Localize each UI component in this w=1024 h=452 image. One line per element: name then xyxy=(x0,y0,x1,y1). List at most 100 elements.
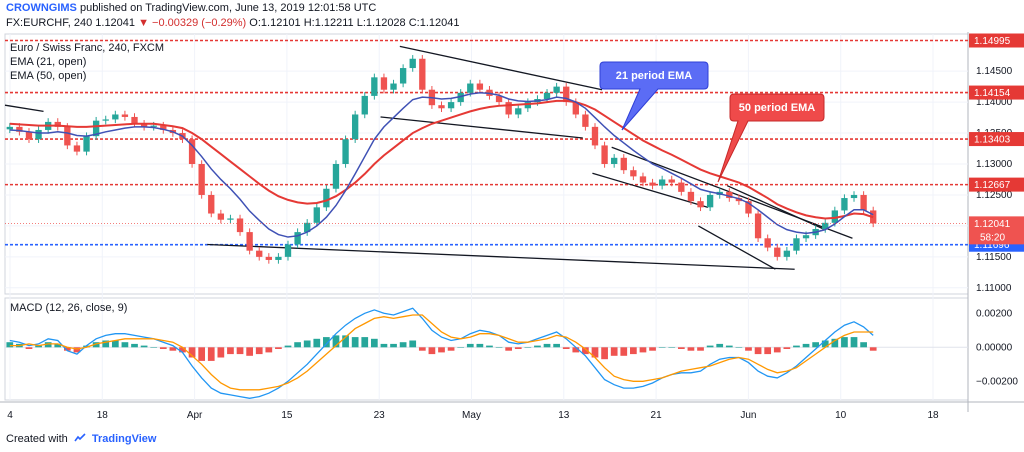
macd-histogram-bar xyxy=(150,347,158,348)
candle-body xyxy=(591,126,599,146)
candle-body xyxy=(611,157,618,164)
macd-histogram-bar xyxy=(73,347,81,353)
candle-body xyxy=(802,235,810,239)
candle-body xyxy=(774,247,781,257)
macd-histogram-bar xyxy=(831,338,839,348)
candle-body xyxy=(351,114,359,140)
candle-body xyxy=(342,139,349,164)
time-tick-label: Apr xyxy=(187,410,203,421)
level-price-label: 1.13403 xyxy=(974,135,1011,146)
candle-body xyxy=(121,114,129,117)
macd-histogram-bar xyxy=(35,345,42,348)
macd-histogram-bar xyxy=(572,347,580,353)
ema50-line xyxy=(9,99,874,220)
candle-body xyxy=(630,170,637,177)
tradingview-logo-icon xyxy=(74,433,86,442)
macd-histogram-bar xyxy=(620,347,628,356)
tradingview-brand[interactable]: TradingView xyxy=(91,433,157,445)
time-tick-label: 4 xyxy=(7,410,13,421)
trendline xyxy=(207,243,795,270)
macd-legend: MACD (12, 26, close, 9) xyxy=(10,302,128,314)
candle-body xyxy=(332,164,340,189)
price-change: ▼ −0.00329 (−0.29%) xyxy=(138,17,247,29)
macd-histogram-bar xyxy=(639,347,647,353)
candle-body xyxy=(553,86,560,93)
candle-body xyxy=(447,102,455,109)
macd-histogram-bar xyxy=(553,343,560,348)
macd-histogram-bar xyxy=(25,347,33,349)
symbol-legend: Euro / Swiss Franc, 240, FXCM xyxy=(10,42,165,54)
macd-histogram-bar xyxy=(418,347,426,351)
candle-body xyxy=(371,77,378,96)
candle-body xyxy=(198,164,205,195)
candle-body xyxy=(140,123,148,127)
last-price: 1.12041 xyxy=(95,17,136,29)
candle-body xyxy=(639,176,647,183)
macd-histogram-bar xyxy=(850,337,858,348)
level-price-badge xyxy=(969,33,1024,48)
macd-histogram-bar xyxy=(687,347,695,351)
macd-histogram-bar xyxy=(275,347,282,349)
macd-histogram-bar xyxy=(505,347,513,351)
macd-histogram-bar xyxy=(131,343,138,348)
candle-body xyxy=(505,102,512,115)
macd-histogram-bar xyxy=(486,345,493,348)
candle-body xyxy=(764,238,771,248)
level-price-label: 1.12667 xyxy=(974,180,1011,191)
ema21-legend: EMA (21, open) xyxy=(10,56,87,68)
chart-area[interactable]: 1.145001.140001.135001.130001.125001.120… xyxy=(0,32,1024,422)
candle-body xyxy=(409,58,416,69)
candle-body xyxy=(697,201,704,208)
candle-body xyxy=(256,250,263,257)
macd-histogram-bar xyxy=(668,347,676,348)
macd-histogram-bar xyxy=(697,347,704,351)
price-tick-label: 1.14500 xyxy=(976,66,1013,77)
candle-body xyxy=(73,145,81,152)
macd-histogram-bar xyxy=(198,347,206,361)
candle-body xyxy=(64,126,71,146)
time-tick-label: Jun xyxy=(740,410,756,421)
candle-body xyxy=(160,125,167,130)
candle-body xyxy=(217,213,225,220)
ema50-callout-label: 50 period EMA xyxy=(739,102,815,114)
trendline xyxy=(399,45,603,91)
macd-histogram-bar xyxy=(121,342,129,348)
macd-histogram-bar xyxy=(466,343,474,348)
time-tick-label: 10 xyxy=(835,410,847,421)
candle-body xyxy=(188,139,196,164)
macd-histogram-bar xyxy=(630,347,637,355)
macd-histogram-bar xyxy=(227,347,234,355)
last-price-label: 1.12041 xyxy=(974,219,1011,230)
author-link[interactable]: CROWNGIMS xyxy=(6,2,77,14)
candle-body xyxy=(476,83,484,90)
macd-histogram-bar xyxy=(390,343,397,348)
candle-body xyxy=(284,244,292,257)
candle-body xyxy=(102,119,109,121)
candle-body xyxy=(735,198,743,202)
macd-histogram-bar xyxy=(303,340,311,348)
trendline xyxy=(726,185,824,230)
time-tick-label: 18 xyxy=(97,410,109,421)
candle-body xyxy=(112,114,119,120)
macd-histogram-bar xyxy=(601,347,608,360)
candle-body xyxy=(227,218,234,220)
candle-body xyxy=(313,207,320,223)
candle-body xyxy=(304,222,311,233)
candle-body xyxy=(467,83,474,93)
candle-body xyxy=(54,121,61,127)
macd-histogram-bar xyxy=(313,338,321,348)
candle-body xyxy=(35,129,42,140)
macd-histogram-bar xyxy=(63,347,71,351)
macd-histogram-bar xyxy=(236,347,244,355)
price-chart[interactable]: 1.145001.140001.135001.130001.125001.120… xyxy=(0,32,1024,422)
macd-histogram-bar xyxy=(188,347,196,358)
macd-histogram-bar xyxy=(725,345,733,348)
candle-body xyxy=(601,145,608,164)
macd-histogram-bar xyxy=(534,345,541,348)
macd-histogram-bar xyxy=(294,342,301,348)
trendline xyxy=(592,172,709,208)
ohlc-values: O:1.12101 H:1.12211 L:1.12028 C:1.12041 xyxy=(249,17,460,29)
macd-histogram-bar xyxy=(869,347,877,351)
ema21-callout-label: 21 period EMA xyxy=(616,70,692,82)
price-tick-label: 1.12500 xyxy=(976,190,1013,201)
